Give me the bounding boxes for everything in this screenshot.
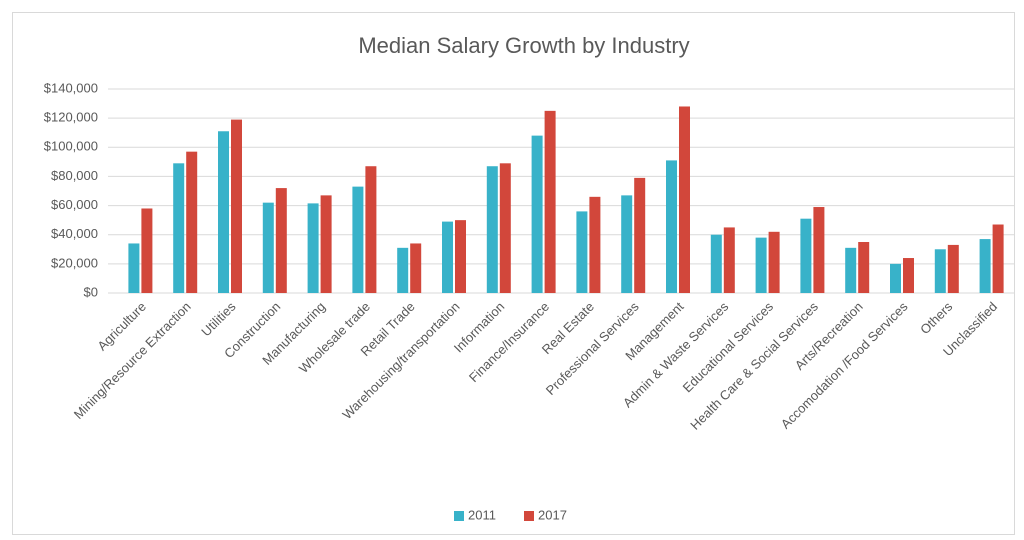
bar [486,166,498,293]
bar [858,242,870,293]
bar [442,221,453,293]
bar [275,188,287,293]
bar [218,131,229,293]
bar [141,208,153,293]
y-tick-label: $140,000 [44,80,98,95]
bar [499,163,511,293]
bar [768,231,780,293]
bar [666,160,677,293]
bar [576,211,588,293]
y-tick-label: $40,000 [51,226,98,241]
y-tick-label: $20,000 [51,255,98,270]
bar [173,163,185,293]
bar [947,244,959,293]
bar [531,135,543,293]
bar [455,220,466,293]
y-tick-label: $80,000 [51,168,98,183]
bar [710,234,722,293]
bar [621,195,633,293]
bar [365,166,377,293]
legend-swatch [524,511,534,521]
bar [352,186,364,293]
legend-swatch [454,511,464,521]
bar [679,106,690,293]
y-tick-label: $0 [84,284,98,299]
bar [723,227,735,293]
bar [320,195,332,293]
y-tick-label: $60,000 [51,197,98,212]
legend-label: 2017 [538,507,567,522]
bar [231,119,242,293]
bar [307,203,319,293]
y-tick-label: $100,000 [44,139,98,154]
bar [992,224,1004,293]
bar [397,247,409,293]
bar [589,196,601,293]
bar [813,207,825,293]
bar [262,202,274,293]
bar [410,243,422,293]
legend-label: 2011 [468,507,496,522]
bar [903,258,914,293]
y-tick-label: $120,000 [44,110,98,125]
bar [845,247,857,293]
bar [979,239,991,293]
bar [755,237,767,293]
bar [544,110,556,293]
bar [934,249,946,293]
chart-title: Median Salary Growth by Industry [358,33,689,58]
bar [634,177,646,293]
bar [186,151,198,293]
bar [890,263,901,293]
bar [128,243,140,293]
bar [800,218,812,293]
